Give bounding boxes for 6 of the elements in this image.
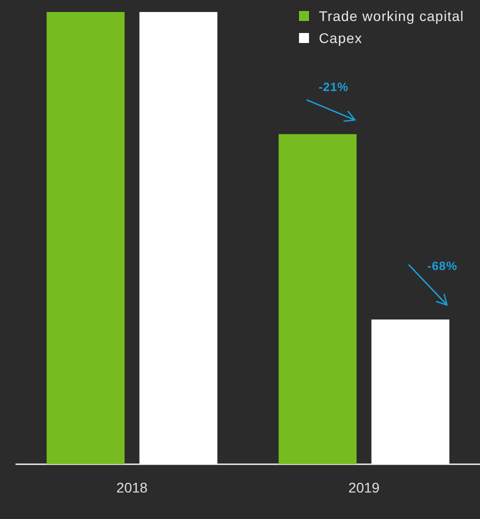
annotation: -68% (427, 259, 458, 274)
x-tick-label: 2018 (116, 479, 148, 496)
annotation: -21% (318, 80, 349, 94)
x-tick-label: 2019 (348, 479, 380, 496)
legend-label: Trade working capital (318, 8, 464, 24)
legend-label: Capex (318, 30, 362, 46)
